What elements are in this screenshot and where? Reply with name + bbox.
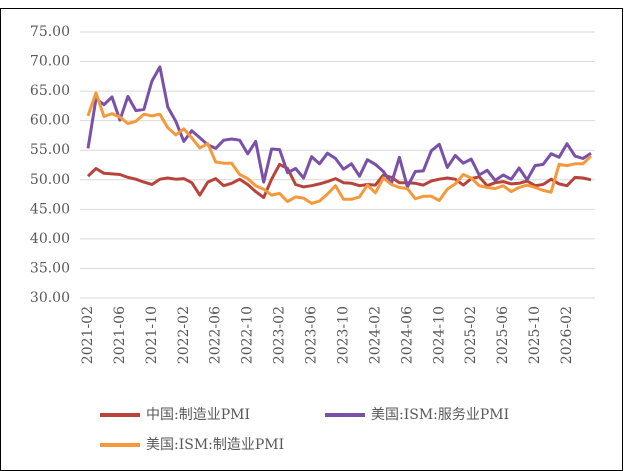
series-line <box>86 162 592 199</box>
x-tick-label: 2023-02 <box>272 306 288 364</box>
x-tick-label: 2024-10 <box>431 306 447 364</box>
legend-label: 美国:ISM:制造业PMI <box>146 437 284 453</box>
series-line <box>86 91 593 205</box>
y-tick-label: 40.00 <box>30 231 70 247</box>
y-tick-label: 30.00 <box>30 290 70 306</box>
x-tick-label: 2025-06 <box>495 306 511 364</box>
y-tick-label: 35.00 <box>30 260 70 276</box>
x-tick-label: 2022-02 <box>176 306 192 364</box>
y-tick-label: 45.00 <box>30 201 70 217</box>
x-tick-label: 2023-10 <box>335 306 351 364</box>
legend-label: 中国:制造业PMI <box>146 407 250 423</box>
y-tick-label: 50.00 <box>30 172 70 188</box>
x-tick-label: 2021-02 <box>80 306 96 364</box>
x-tick-label: 2026-02 <box>559 306 575 364</box>
y-tick-label: 60.00 <box>30 113 70 129</box>
y-tick-label: 70.00 <box>30 54 70 70</box>
y-tick-label: 75.00 <box>30 24 70 40</box>
x-tick-label: 2022-10 <box>240 306 256 364</box>
x-tick-label: 2021-06 <box>112 306 128 364</box>
x-tick-label: 2025-10 <box>527 306 543 364</box>
series-line <box>86 65 592 189</box>
x-tick-label: 2024-02 <box>367 306 383 364</box>
frame <box>0 8 623 471</box>
x-tick-label: 2024-06 <box>399 306 415 364</box>
y-tick-label: 65.00 <box>30 83 70 99</box>
y-tick-label: 55.00 <box>30 142 70 158</box>
x-tick-label: 2021-10 <box>144 306 160 364</box>
x-tick-label: 2025-02 <box>463 306 479 364</box>
legend-label: 美国:ISM:服务业PMI <box>371 407 509 423</box>
x-tick-label: 2022-06 <box>208 306 224 364</box>
x-tick-label: 2023-06 <box>304 306 320 364</box>
